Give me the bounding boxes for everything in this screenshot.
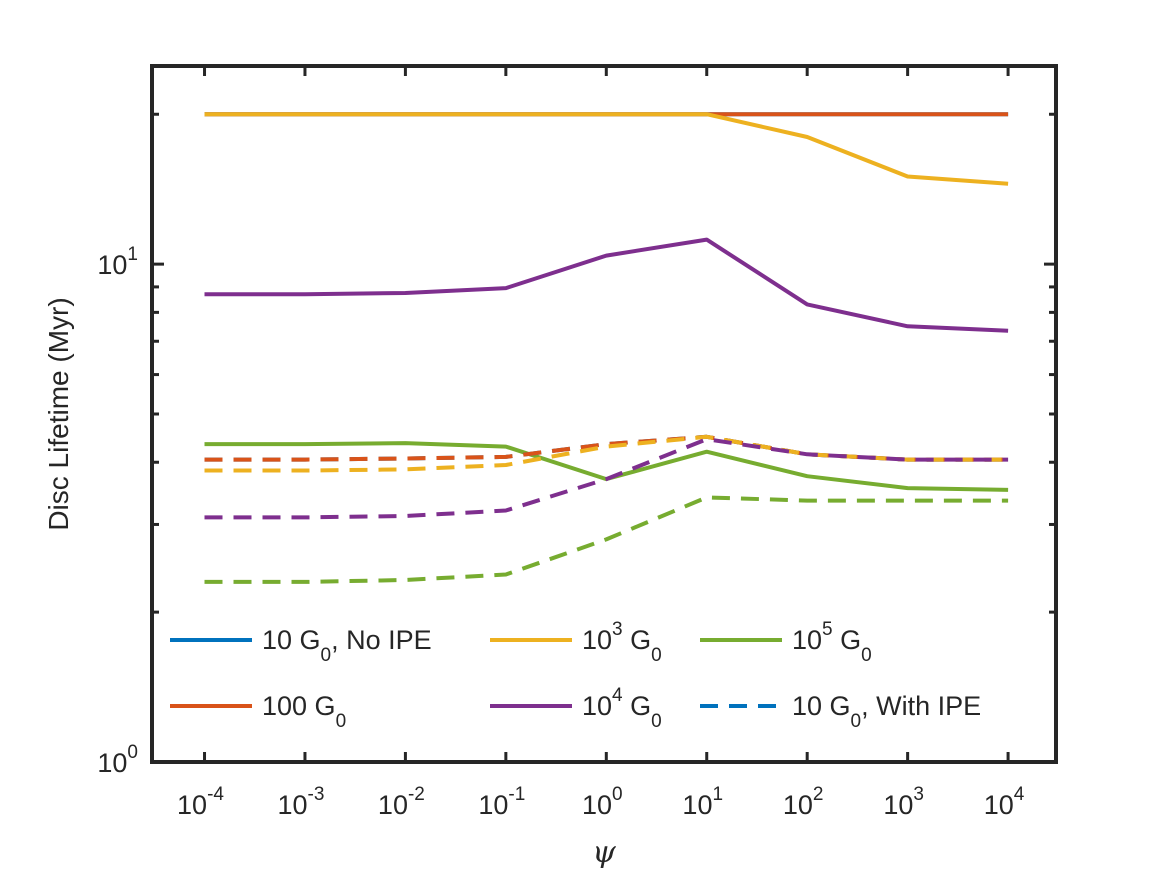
x-tick-label: 10-1	[478, 784, 525, 820]
x-tick-label: 10-2	[378, 784, 425, 820]
y-tick-label: 100	[97, 742, 138, 778]
x-axis-label: ψ	[592, 835, 616, 870]
legend-label-100: 100 G0	[262, 691, 346, 732]
series-line-10-3-g0	[204, 112, 1009, 186]
series-layer	[204, 112, 1009, 584]
x-tick-label: 100	[582, 784, 623, 820]
legend: 10 G0, No IPE 103 G0 105 G0 100 G0 104 G0 10 …	[170, 619, 981, 732]
x-tick-label: 10-3	[277, 784, 324, 820]
legend-label-1e3: 103 G0	[582, 619, 662, 666]
legend-label-with-ipe: 10 G0, With IPE	[792, 691, 981, 732]
series-line-10-4-g0-with-ipe	[204, 437, 1009, 520]
series-line-10-4-g0	[204, 237, 1009, 333]
y-axis-label: Disc Lifetime (Myr)	[43, 297, 74, 530]
x-tick-label: 104	[984, 784, 1025, 820]
x-tick-label: 103	[883, 784, 924, 820]
legend-label-1e4: 104 G0	[582, 685, 662, 732]
legend-label-1e5: 105 G0	[792, 619, 872, 666]
x-tick-label: 101	[682, 784, 723, 820]
legend-label-no-ipe: 10 G0, No IPE	[262, 625, 432, 666]
x-tick-label: 10-4	[177, 784, 224, 820]
ticks-layer: 10-4 10-3 10-2 10-1 100 101 102 103 104 100 101	[97, 66, 1056, 820]
series-line-10-5-g0-with-ipe	[204, 495, 1009, 584]
x-tick-label: 102	[783, 784, 824, 820]
y-tick-label: 101	[97, 244, 138, 280]
